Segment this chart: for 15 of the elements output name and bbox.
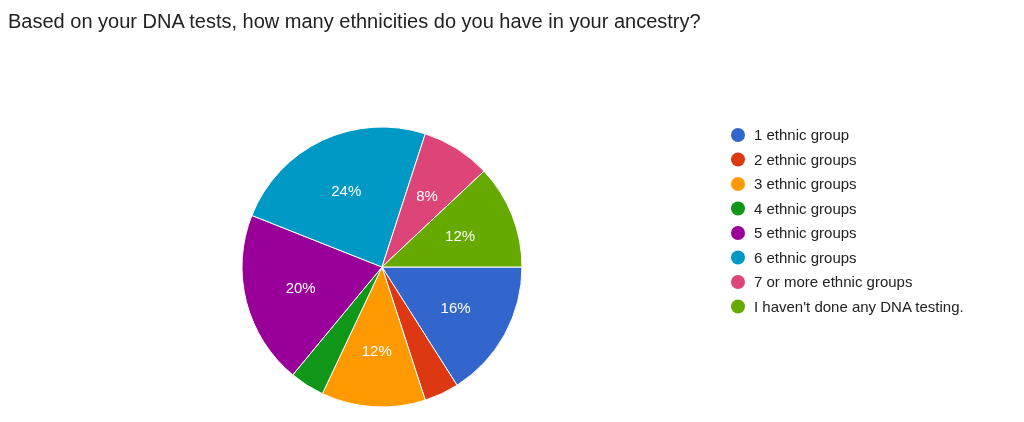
legend-label: I haven't done any DNA testing. xyxy=(754,297,964,315)
data-label: 16% xyxy=(440,298,471,316)
legend-label: 4 ethnic groups xyxy=(754,199,857,217)
legend-label: 5 ethnic groups xyxy=(754,224,857,242)
legend-label: 2 ethnic groups xyxy=(754,150,857,168)
legend-label: 3 ethnic groups xyxy=(754,175,857,193)
data-label: 12% xyxy=(361,342,392,360)
data-label: 8% xyxy=(416,187,438,205)
data-label: 20% xyxy=(285,279,316,297)
chart-title: Based on your DNA tests, how many ethnicities do you have in your ancestry? xyxy=(8,10,701,32)
legend-label: 7 or more ethnic groups xyxy=(754,273,913,291)
legend-label: 6 ethnic groups xyxy=(754,248,857,266)
data-label: 24% xyxy=(331,182,362,200)
data-label: 12% xyxy=(445,227,476,245)
legend-label: 1 ethnic group xyxy=(754,126,850,144)
